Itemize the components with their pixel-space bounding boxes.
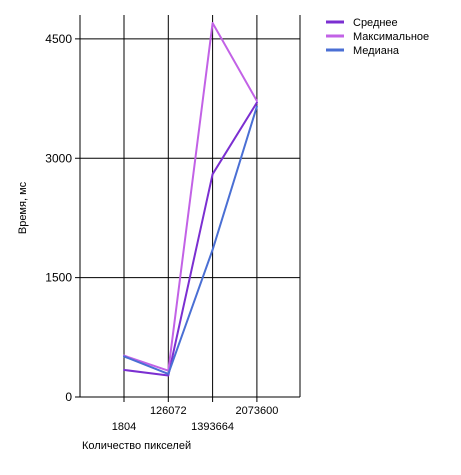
y-tick-label: 1500 <box>45 271 72 285</box>
x-tick-label: 2073600 <box>235 405 278 417</box>
x-tick-label: 1804 <box>112 421 136 433</box>
legend: Среднее Максимальное Медиана <box>326 17 429 57</box>
axes <box>75 15 300 402</box>
y-tick-label: 0 <box>65 390 72 404</box>
legend-label: Медиана <box>353 45 400 57</box>
y-axis-label: Время, мс <box>17 181 29 234</box>
series-line <box>123 21 258 372</box>
x-axis-label: Количество пикселей <box>82 440 191 452</box>
legend-label: Максимальное <box>353 31 429 43</box>
y-tick-label: 4500 <box>45 32 72 46</box>
series-layer <box>123 21 258 377</box>
legend-label: Среднее <box>353 17 398 29</box>
series-line <box>123 105 258 375</box>
x-tick-label: 126072 <box>150 405 187 417</box>
series-line <box>123 101 258 377</box>
y-tick-label: 3000 <box>45 151 72 165</box>
x-tick-label: 1393664 <box>191 421 234 433</box>
